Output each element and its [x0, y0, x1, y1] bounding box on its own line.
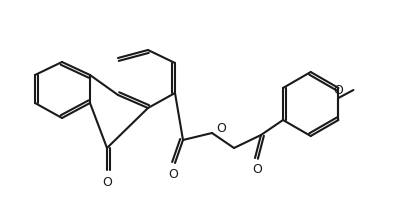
Text: O: O	[216, 122, 226, 136]
Text: O: O	[334, 84, 343, 97]
Text: O: O	[102, 176, 112, 189]
Text: O: O	[168, 168, 178, 181]
Text: O: O	[252, 163, 262, 176]
